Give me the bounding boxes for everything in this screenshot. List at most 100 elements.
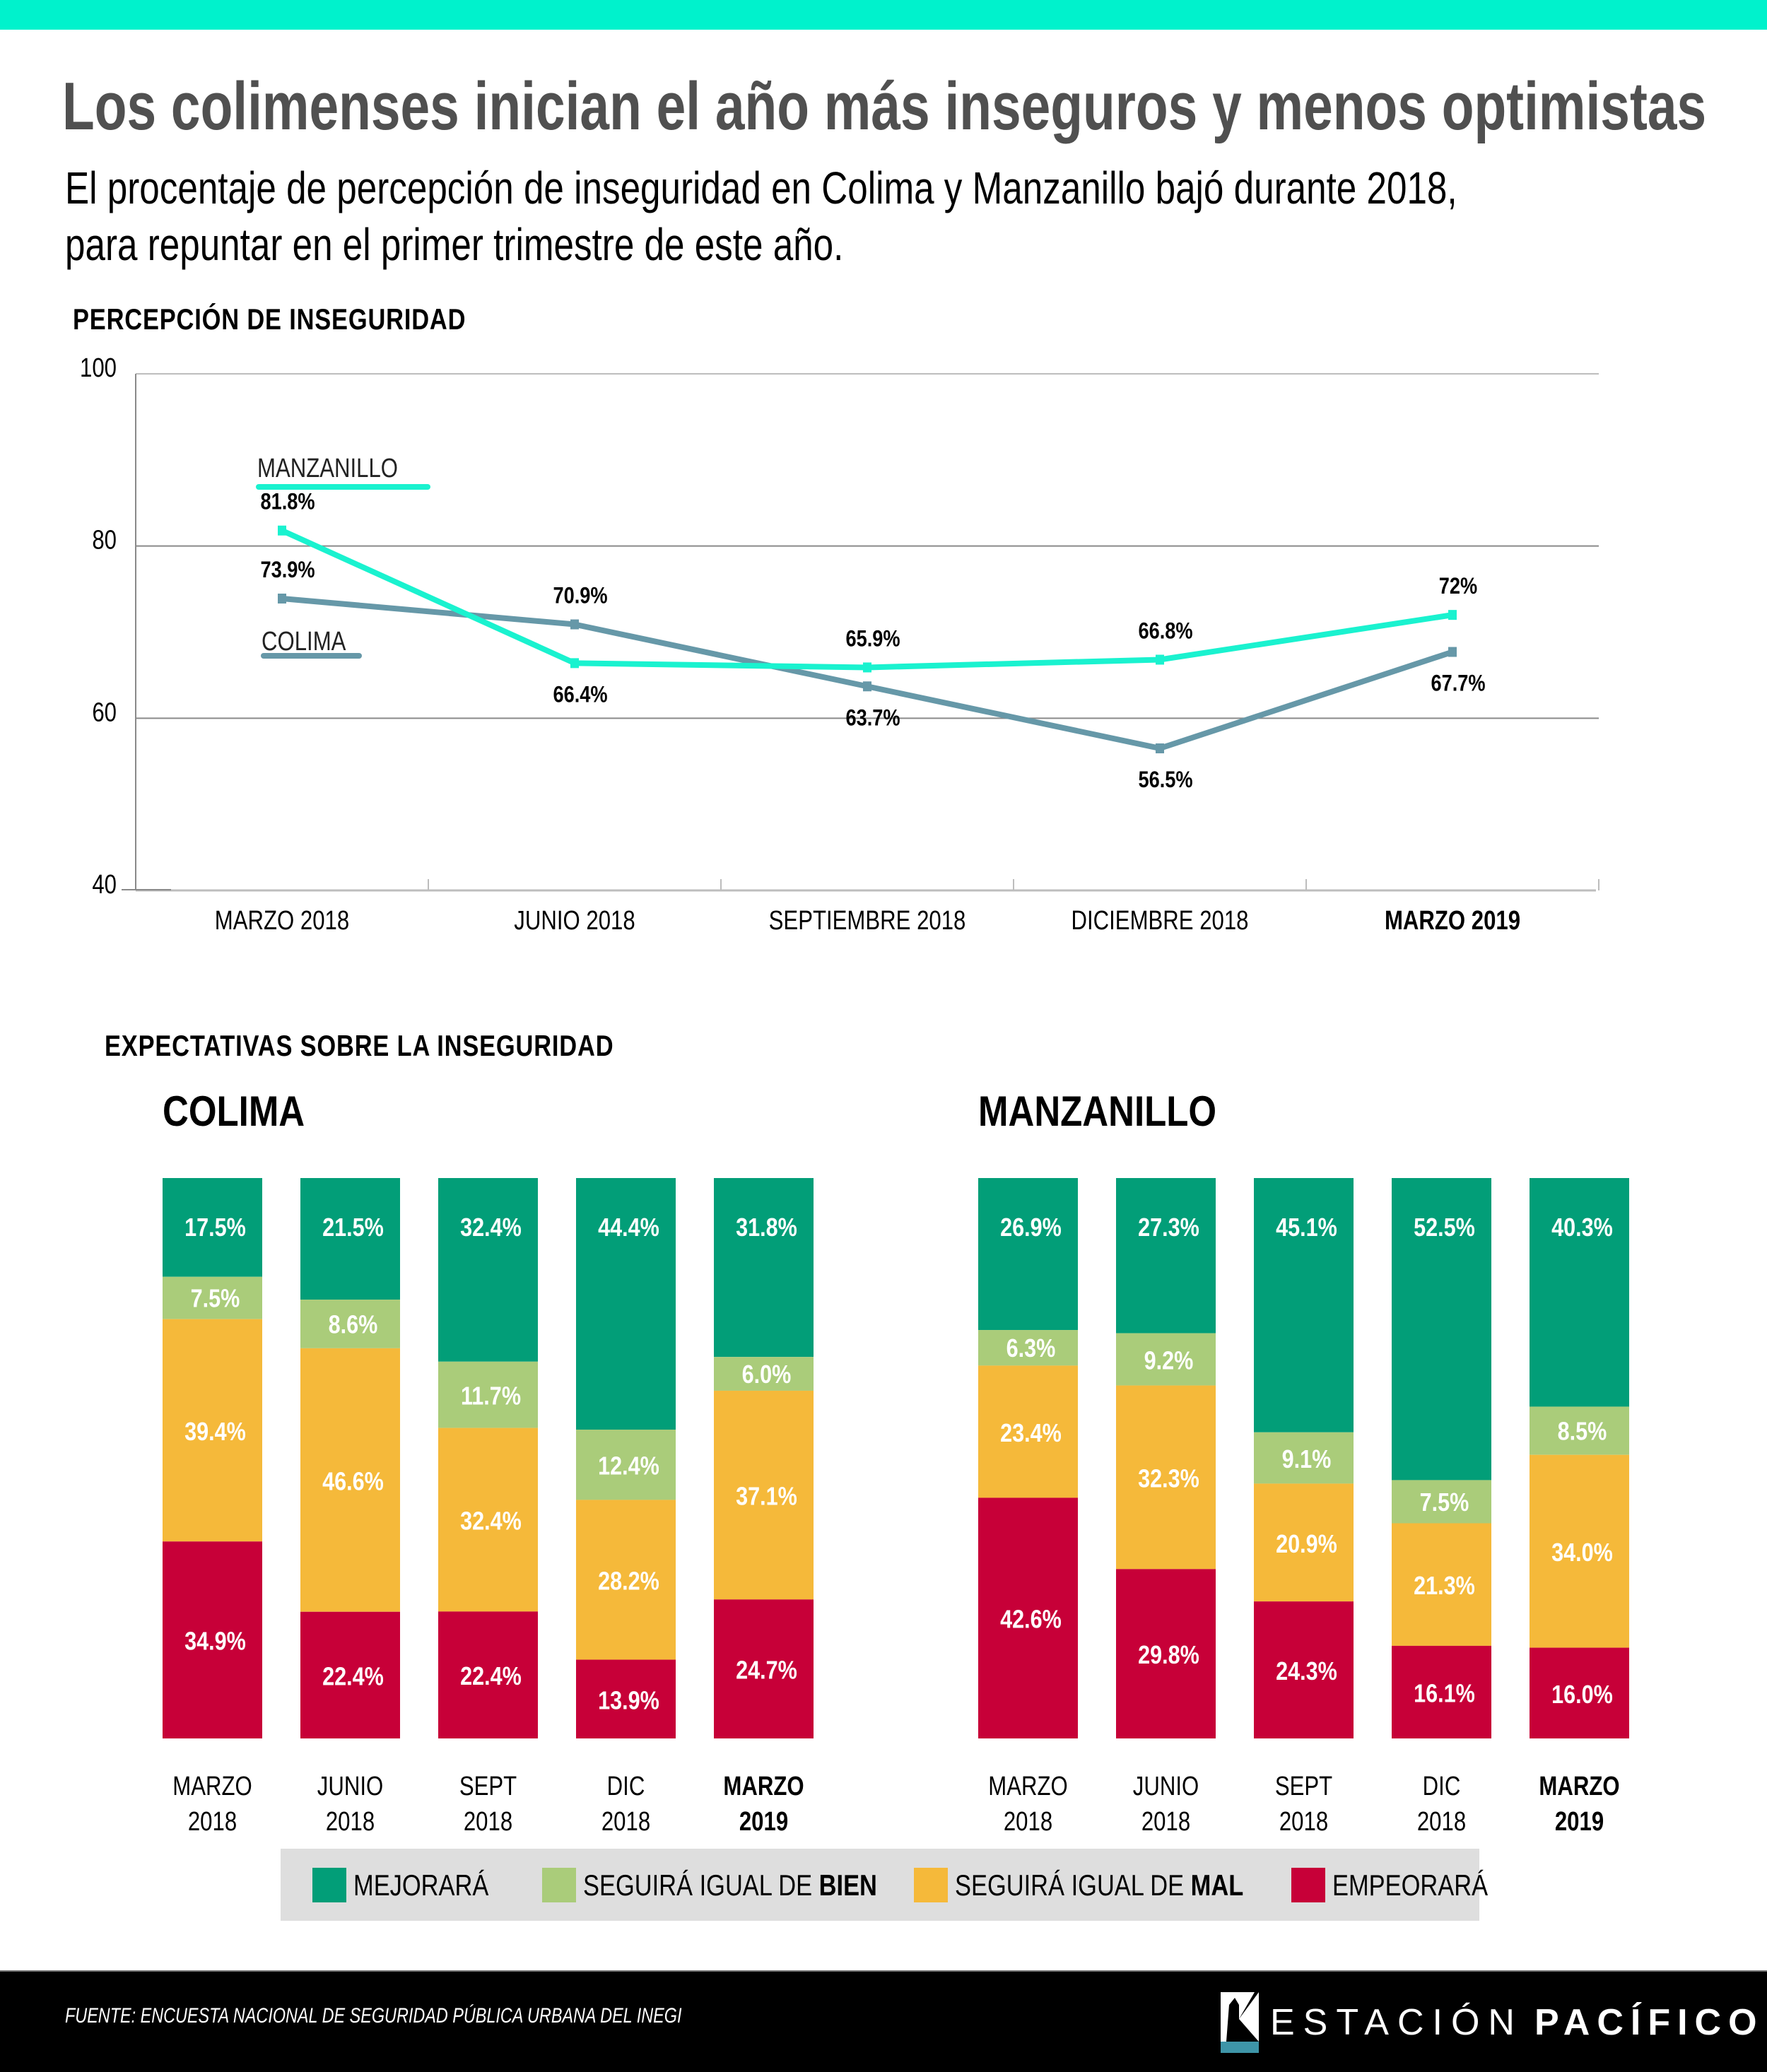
bar-value-label: 17.5%: [184, 1214, 246, 1242]
data-point-colima: [1448, 647, 1457, 657]
bar-segment-mejorara: [438, 1178, 538, 1362]
stacked-bar: 40.3% 8.5% 34.0% 16.0%: [1530, 1178, 1629, 1738]
bar-segment-igual-mal: [576, 1500, 676, 1660]
bar-value-label: 37.1%: [736, 1483, 797, 1511]
line-chart-x-labels: MARZO 2018 JUNIO 2018 SEPTIEMBRE 2018 DICIE…: [215, 906, 1520, 936]
bar-segment-igual-mal: [1530, 1454, 1629, 1648]
bar-segment-igual-mal: [1254, 1483, 1354, 1602]
x-tick-label: MARZO 2019: [1385, 906, 1520, 936]
bar-value-label: 6.3%: [1006, 1335, 1056, 1363]
bar-value-label: 52.5%: [1414, 1214, 1475, 1242]
bar-segment-igual-bien: [576, 1430, 676, 1500]
bar-value-label: 34.0%: [1551, 1539, 1613, 1567]
bar-segment-igual-bien: [1254, 1432, 1354, 1484]
stacked-bar: 31.8% 6.0% 37.1% 24.7%: [714, 1178, 814, 1738]
bar-value-label: 6.0%: [742, 1361, 792, 1389]
page-title-text: Los colimenses inician el año más insegu…: [62, 69, 1707, 144]
bar-value-label: 28.2%: [598, 1567, 659, 1596]
brand-logo[interactable]: ESTACIÓN PACÍFICO: [1221, 1992, 1764, 2053]
bar-segment-igual-bien: [1530, 1406, 1629, 1455]
subtitle-line-1: El procentaje de percepción de insegurid…: [65, 163, 1457, 213]
bar-value-label: 29.8%: [1138, 1642, 1199, 1670]
data-label-colima: 67.7%: [1431, 671, 1485, 697]
lighthouse-icon: [1221, 1992, 1259, 2053]
bar-segment-igual-mal: [978, 1365, 1078, 1498]
data-point-colima: [570, 619, 579, 630]
bar-segment-empeorara: [1116, 1569, 1216, 1738]
bar-segment-mejorara: [1116, 1178, 1216, 1334]
data-point-colima: [863, 681, 871, 692]
bar-segment-mejorara: [1530, 1178, 1629, 1407]
bar-value-label: 7.5%: [1420, 1489, 1469, 1517]
bar-segment-igual-mal: [1392, 1523, 1491, 1646]
source-note: FUENTE: ENCUESTA NACIONAL DE SEGURIDAD P…: [65, 2004, 856, 2028]
manzanillo-panel-title: MANZANILLO: [978, 1087, 1259, 1136]
manzanillo-bars: 26.9% 6.3% 23.4% 42.6% MARZO 2018 27.3% 9.2% 32.…: [978, 1178, 1629, 1837]
y-tick-label: 80: [92, 526, 117, 555]
legend-label-manzanillo: MANZANILLO: [257, 454, 398, 483]
category-label-line2: 2018: [1279, 1807, 1328, 1837]
category-label-line1: JUNIO: [1133, 1772, 1199, 1801]
brand-name-bold: PACÍFICO: [1534, 2002, 1764, 2043]
colima-panel-title: COLIMA: [163, 1087, 330, 1136]
bar-segment-mejorara: [163, 1178, 262, 1277]
category-label-line1: JUNIO: [317, 1772, 383, 1801]
bar-segment-igual-mal: [438, 1428, 538, 1612]
data-label-colima: 63.7%: [845, 705, 900, 731]
data-point-manzanillo: [1156, 654, 1164, 665]
legend-label-colima: COLIMA: [262, 627, 346, 657]
data-label-colima: 56.5%: [1138, 767, 1192, 793]
y-tick-label: 100: [80, 353, 117, 383]
bar-segment-igual-mal: [163, 1319, 262, 1542]
bar-segment-empeorara: [1530, 1647, 1629, 1738]
brand-name-light: ESTACIÓN: [1270, 2002, 1523, 2043]
stacked-bar: 32.4% 11.7% 32.4% 22.4%: [438, 1178, 538, 1738]
data-label-colima: 70.9%: [553, 584, 607, 609]
category-label-line2: 2018: [326, 1807, 375, 1837]
data-label-manzanillo: 65.9%: [845, 626, 900, 652]
stacked-bar: 44.4% 12.4% 28.2% 13.9%: [576, 1178, 676, 1738]
source-note-text: FUENTE: ENCUESTA NACIONAL DE SEGURIDAD P…: [65, 2004, 682, 2027]
category-label-line2: 2018: [601, 1807, 650, 1837]
stacked-bar: 45.1% 9.1% 20.9% 24.3%: [1254, 1178, 1354, 1738]
bar-value-label: 21.3%: [1414, 1572, 1475, 1601]
data-label-manzanillo: 66.8%: [1138, 618, 1192, 644]
bar-value-label: 32.4%: [460, 1507, 522, 1536]
bar-value-label: 11.7%: [461, 1382, 521, 1411]
line-chart-title-text: PERCEPCIÓN DE INSEGURIDAD: [73, 302, 466, 336]
category-label-line1: SEPT: [459, 1772, 517, 1801]
bar-segment-empeorara: [714, 1599, 814, 1738]
bar-value-label: 27.3%: [1138, 1214, 1199, 1242]
line-chart-legend: MANZANILLO COLIMA: [256, 454, 430, 659]
bar-value-label: 22.4%: [322, 1663, 384, 1691]
bar-value-label: 23.4%: [1000, 1420, 1062, 1448]
bar-value-label: 24.7%: [736, 1656, 797, 1685]
legend-swatch-empeorara: [1291, 1868, 1325, 1902]
legend-swatch-igual-bien: [542, 1868, 576, 1902]
stacked-bar: 26.9% 6.3% 23.4% 42.6%: [978, 1178, 1078, 1738]
footer: [0, 1970, 1767, 2072]
bar-segment-igual-mal: [714, 1390, 814, 1600]
colima-panel-title-text: COLIMA: [163, 1088, 305, 1135]
data-point-colima: [1156, 743, 1164, 753]
bar-value-label: 16.1%: [1414, 1680, 1475, 1708]
bar-segment-igual-bien: [978, 1330, 1078, 1366]
bar-segment-igual-bien: [163, 1276, 262, 1319]
bar-segment-igual-bien: [300, 1300, 400, 1348]
legend-label: SEGUIRÁ IGUAL DE MAL: [955, 1868, 1244, 1902]
category-label-line2: 2018: [1004, 1807, 1052, 1837]
category-label-line1: SEPT: [1275, 1772, 1332, 1801]
bar-segment-empeorara: [1254, 1601, 1354, 1738]
category-label-line2: 2018: [188, 1807, 237, 1837]
bar-value-label: 32.3%: [1138, 1465, 1199, 1493]
data-label-colima: 73.9%: [260, 558, 315, 583]
data-point-manzanillo: [570, 658, 579, 669]
bar-chart-legend: MEJORARÁ SEGUIRÁ IGUAL DE BIEN SEGUIRÁ I…: [281, 1849, 1488, 1921]
line-chart-grid: [122, 373, 1599, 892]
bar-value-label: 44.4%: [598, 1214, 659, 1242]
category-label-line2: 2018: [1141, 1807, 1190, 1837]
bar-value-label: 21.5%: [322, 1214, 384, 1242]
bar-value-label: 24.3%: [1276, 1658, 1337, 1686]
bar-value-label: 9.1%: [1282, 1446, 1332, 1474]
category-label-line1: MARZO: [172, 1772, 252, 1801]
